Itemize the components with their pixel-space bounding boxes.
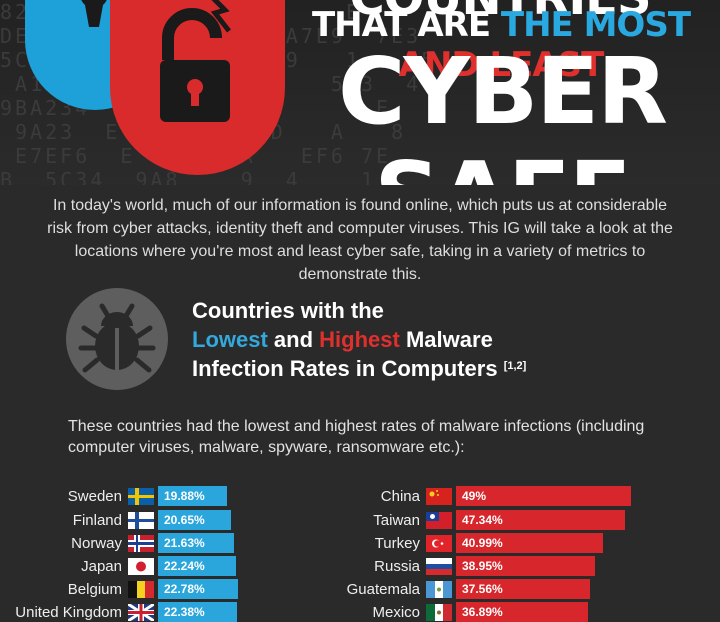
rate-bar: 22.24% xyxy=(158,556,236,576)
country-name: Sweden xyxy=(67,487,122,505)
section-malware: Malware xyxy=(405,327,493,352)
section-title-line1: Countries with the xyxy=(192,298,384,323)
rate-bar: 19.88% xyxy=(158,486,227,506)
country-name: United Kingdom xyxy=(15,603,122,621)
mexico-flag-icon xyxy=(426,603,452,621)
country-name: Finland xyxy=(72,511,122,529)
list-item: Mexico 36.89% xyxy=(300,602,588,622)
united-kingdom-flag-icon xyxy=(128,603,154,621)
japan-flag-icon xyxy=(128,557,154,575)
sweden-flag-icon xyxy=(128,487,154,505)
norway-flag-icon xyxy=(128,534,154,552)
rate-bar: 49% xyxy=(456,486,631,506)
rate-bar: 38.95% xyxy=(456,556,595,576)
country-name: Guatemala xyxy=(346,580,420,598)
section-infection-rates: Infection Rates in Computers xyxy=(192,356,498,381)
title-cyber-safe: CYBER SAFE xyxy=(338,38,668,186)
hero-banner: 8234BA8 9 F7E6 E DEE5C67E5 A7E9 7E3 5C3 … xyxy=(0,0,720,185)
title-second-line: THAT ARE THE MOST AND LEAST xyxy=(296,5,706,85)
title-the-most: THE MOST xyxy=(500,5,691,45)
list-item: Taiwan 47.34% xyxy=(300,510,625,530)
belgium-flag-icon xyxy=(128,580,154,598)
china-flag-icon xyxy=(426,487,452,505)
rate-bar: 22.78% xyxy=(158,579,238,599)
red-shield-broken-lock-icon xyxy=(110,0,285,175)
guatemala-flag-icon xyxy=(426,580,452,598)
list-item: China 49% xyxy=(300,486,631,506)
rate-bar: 47.34% xyxy=(456,510,625,530)
rate-bar: 20.65% xyxy=(158,510,231,530)
country-name: Turkey xyxy=(374,534,420,552)
section-lowest: Lowest xyxy=(192,327,268,352)
country-name: Taiwan xyxy=(373,511,420,529)
country-name: Japan xyxy=(81,557,122,575)
list-item: Russia 38.95% xyxy=(300,556,595,576)
finland-flag-icon xyxy=(128,511,154,529)
section-title-line2: Lowest and Highest Malware xyxy=(192,325,526,354)
list-item: Turkey 40.99% xyxy=(300,533,603,553)
rate-bar: 22.38% xyxy=(158,602,237,622)
rate-bar: 36.89% xyxy=(456,602,588,622)
section-title-line3: Infection Rates in Computers [1,2] xyxy=(192,354,526,383)
country-name: Norway xyxy=(71,534,122,552)
list-item: Norway 21.63% xyxy=(2,533,234,553)
list-item: Finland 20.65% xyxy=(2,510,231,530)
list-item: United Kingdom 22.38% xyxy=(2,602,237,622)
list-item: Japan 22.24% xyxy=(2,556,236,576)
rate-bar: 37.56% xyxy=(456,579,590,599)
turkey-flag-icon xyxy=(426,534,452,552)
malware-bug-icon xyxy=(66,288,168,390)
country-name: Russia xyxy=(374,557,420,575)
title-top-line: COUNTRIES xyxy=(290,0,710,26)
rate-bar: 40.99% xyxy=(456,533,603,553)
section-description: These countries had the lowest and highe… xyxy=(68,418,645,456)
list-item: Sweden 19.88% xyxy=(2,486,227,506)
taiwan-flag-icon xyxy=(426,511,452,529)
list-item: Guatemala 37.56% xyxy=(300,579,590,599)
section-title: Countries with the Lowest and Highest Ma… xyxy=(192,296,526,383)
intro-paragraph: In today's world, much of our informatio… xyxy=(47,197,673,283)
section-reference: [1,2] xyxy=(503,360,527,372)
title-that-are: THAT ARE xyxy=(311,5,491,45)
country-name: Mexico xyxy=(372,603,420,621)
list-item: Belgium 22.78% xyxy=(2,579,238,599)
section-and: and xyxy=(273,327,314,352)
country-name: China xyxy=(380,487,420,505)
section-highest: Highest xyxy=(319,327,400,352)
rate-bar: 21.63% xyxy=(158,533,234,553)
russia-flag-icon xyxy=(426,557,452,575)
country-name: Belgium xyxy=(67,580,122,598)
title-and-least: AND LEAST xyxy=(398,45,605,85)
